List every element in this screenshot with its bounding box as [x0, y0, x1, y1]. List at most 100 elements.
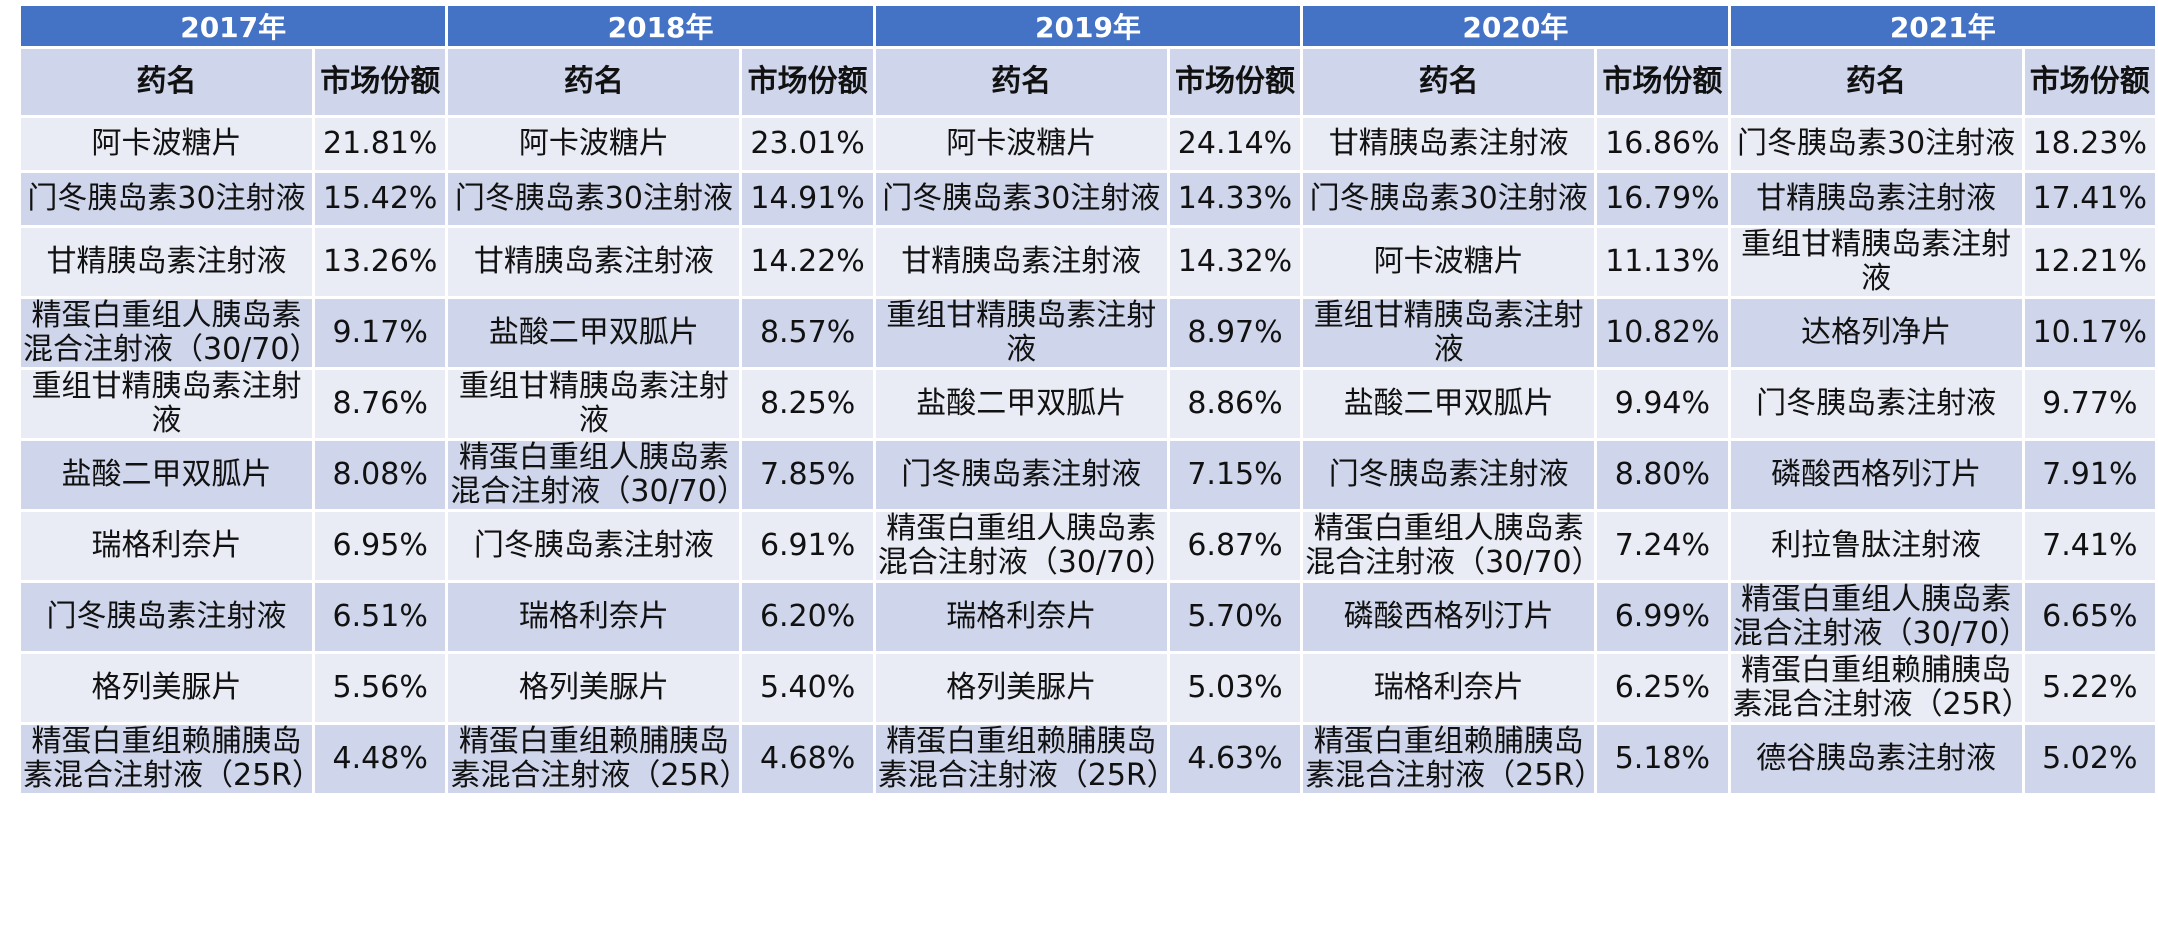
market-share-header: 市场份额 — [1597, 49, 1728, 115]
market-share-cell: 16.86% — [1597, 118, 1728, 170]
market-share-table: 2017年 2018年 2019年 2020年 2021年 药名 市场份额 药名 市场… — [18, 3, 2158, 796]
drug-name-cell: 瑞格利奈片 — [875, 583, 1167, 651]
drug-name-cell: 德谷胰岛素注射液 — [1730, 725, 2022, 793]
drug-name-cell: 重组甘精胰岛素注射液 — [1730, 228, 2022, 296]
table-row: 盐酸二甲双胍片 8.08% 精蛋白重组人胰岛素混合注射液（30/70） 7.85% 门冬… — [21, 441, 2155, 509]
market-share-cell: 14.32% — [1169, 228, 1301, 296]
drug-name-cell: 瑞格利奈片 — [1303, 654, 1595, 722]
market-share-cell: 5.03% — [1169, 654, 1301, 722]
drug-name-cell: 达格列净片 — [1730, 299, 2022, 367]
market-share-cell: 4.68% — [742, 725, 873, 793]
column-header-row: 药名 市场份额 药名 市场份额 药名 市场份额 药名 市场份额 药名 市场份额 — [21, 49, 2155, 115]
market-share-cell: 7.41% — [2024, 512, 2155, 580]
market-share-cell: 7.24% — [1597, 512, 1728, 580]
drug-name-header: 药名 — [21, 49, 313, 115]
market-share-cell: 12.21% — [2024, 228, 2155, 296]
market-share-cell: 5.22% — [2024, 654, 2155, 722]
market-share-cell: 7.15% — [1169, 441, 1301, 509]
drug-name-cell: 阿卡波糖片 — [21, 118, 313, 170]
market-share-header: 市场份额 — [1169, 49, 1301, 115]
drug-name-cell: 磷酸西格列汀片 — [1730, 441, 2022, 509]
market-share-cell: 13.26% — [315, 228, 446, 296]
table-row: 精蛋白重组赖脯胰岛素混合注射液（25R） 4.48% 精蛋白重组赖脯胰岛素混合注射液… — [21, 725, 2155, 793]
table-row: 甘精胰岛素注射液 13.26% 甘精胰岛素注射液 14.22% 甘精胰岛素注射液 14.3… — [21, 228, 2155, 296]
market-share-cell: 18.23% — [2024, 118, 2155, 170]
drug-name-cell: 甘精胰岛素注射液 — [1730, 173, 2022, 225]
drug-name-cell: 盐酸二甲双胍片 — [448, 299, 740, 367]
market-share-cell: 5.56% — [315, 654, 446, 722]
market-share-cell: 8.25% — [742, 370, 873, 438]
drug-name-cell: 重组甘精胰岛素注射液 — [875, 299, 1167, 367]
drug-name-cell: 门冬胰岛素注射液 — [1730, 370, 2022, 438]
market-share-cell: 10.82% — [1597, 299, 1728, 367]
market-share-cell: 8.76% — [315, 370, 446, 438]
drug-name-cell: 门冬胰岛素30注射液 — [1303, 173, 1595, 225]
drug-name-cell: 盐酸二甲双胍片 — [1303, 370, 1595, 438]
market-share-cell: 4.63% — [1169, 725, 1301, 793]
drug-name-header: 药名 — [1730, 49, 2022, 115]
drug-name-cell: 精蛋白重组人胰岛素混合注射液（30/70） — [21, 299, 313, 367]
market-share-cell: 11.13% — [1597, 228, 1728, 296]
drug-name-cell: 瑞格利奈片 — [21, 512, 313, 580]
market-share-header: 市场份额 — [315, 49, 446, 115]
market-share-header: 市场份额 — [742, 49, 873, 115]
market-share-header: 市场份额 — [2024, 49, 2155, 115]
market-share-cell: 24.14% — [1169, 118, 1301, 170]
market-share-cell: 10.17% — [2024, 299, 2155, 367]
market-share-cell: 8.97% — [1169, 299, 1301, 367]
market-share-cell: 6.87% — [1169, 512, 1301, 580]
market-share-cell: 7.91% — [2024, 441, 2155, 509]
drug-name-cell: 精蛋白重组人胰岛素混合注射液（30/70） — [1303, 512, 1595, 580]
year-header: 2019年 — [875, 6, 1301, 46]
market-share-cell: 6.95% — [315, 512, 446, 580]
drug-name-header: 药名 — [875, 49, 1167, 115]
table-row: 格列美脲片 5.56% 格列美脲片 5.40% 格列美脲片 5.03% 瑞格利奈片 6.25%… — [21, 654, 2155, 722]
drug-name-cell: 门冬胰岛素30注射液 — [448, 173, 740, 225]
drug-name-cell: 门冬胰岛素30注射液 — [1730, 118, 2022, 170]
drug-name-cell: 阿卡波糖片 — [875, 118, 1167, 170]
market-share-cell: 4.48% — [315, 725, 446, 793]
market-share-cell: 6.99% — [1597, 583, 1728, 651]
table-row: 门冬胰岛素注射液 6.51% 瑞格利奈片 6.20% 瑞格利奈片 5.70% 磷酸西格列汀片… — [21, 583, 2155, 651]
market-share-cell: 6.65% — [2024, 583, 2155, 651]
market-share-cell: 23.01% — [742, 118, 873, 170]
drug-name-cell: 精蛋白重组人胰岛素混合注射液（30/70） — [875, 512, 1167, 580]
drug-name-cell: 重组甘精胰岛素注射液 — [21, 370, 313, 438]
year-header: 2017年 — [21, 6, 446, 46]
market-share-cell: 14.33% — [1169, 173, 1301, 225]
year-header: 2020年 — [1303, 6, 1728, 46]
market-share-cell: 6.20% — [742, 583, 873, 651]
drug-name-cell: 甘精胰岛素注射液 — [875, 228, 1167, 296]
drug-name-cell: 精蛋白重组赖脯胰岛素混合注射液（25R） — [875, 725, 1167, 793]
drug-name-cell: 格列美脲片 — [448, 654, 740, 722]
market-share-cell: 5.18% — [1597, 725, 1728, 793]
market-share-cell: 5.02% — [2024, 725, 2155, 793]
drug-name-cell: 盐酸二甲双胍片 — [21, 441, 313, 509]
drug-name-header: 药名 — [448, 49, 740, 115]
drug-name-cell: 格列美脲片 — [875, 654, 1167, 722]
market-share-cell: 8.86% — [1169, 370, 1301, 438]
drug-name-cell: 磷酸西格列汀片 — [1303, 583, 1595, 651]
drug-name-cell: 利拉鲁肽注射液 — [1730, 512, 2022, 580]
drug-name-cell: 门冬胰岛素30注射液 — [875, 173, 1167, 225]
market-share-cell: 9.77% — [2024, 370, 2155, 438]
table-row: 门冬胰岛素30注射液 15.42% 门冬胰岛素30注射液 14.91% 门冬胰岛素30注… — [21, 173, 2155, 225]
year-header-row: 2017年 2018年 2019年 2020年 2021年 — [21, 6, 2155, 46]
drug-name-cell: 精蛋白重组人胰岛素混合注射液（30/70） — [1730, 583, 2022, 651]
market-share-cell: 14.22% — [742, 228, 873, 296]
drug-name-cell: 盐酸二甲双胍片 — [875, 370, 1167, 438]
table-row: 精蛋白重组人胰岛素混合注射液（30/70） 9.17% 盐酸二甲双胍片 8.57% 重组… — [21, 299, 2155, 367]
drug-name-cell: 瑞格利奈片 — [448, 583, 740, 651]
market-share-cell: 8.57% — [742, 299, 873, 367]
drug-name-cell: 门冬胰岛素注射液 — [448, 512, 740, 580]
market-share-cell: 9.17% — [315, 299, 446, 367]
market-share-cell: 9.94% — [1597, 370, 1728, 438]
market-share-cell: 14.91% — [742, 173, 873, 225]
market-share-cell: 16.79% — [1597, 173, 1728, 225]
drug-name-cell: 甘精胰岛素注射液 — [448, 228, 740, 296]
year-header: 2018年 — [448, 6, 873, 46]
market-share-cell: 6.25% — [1597, 654, 1728, 722]
market-share-cell: 6.91% — [742, 512, 873, 580]
market-share-cell: 8.80% — [1597, 441, 1728, 509]
drug-name-cell: 精蛋白重组赖脯胰岛素混合注射液（25R） — [1303, 725, 1595, 793]
